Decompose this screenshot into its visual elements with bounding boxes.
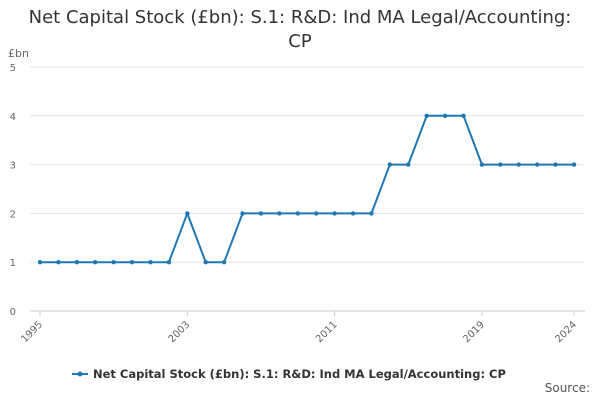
data-point[interactable] [74, 260, 80, 265]
x-tick-label: 2003 [167, 319, 193, 345]
data-point[interactable] [56, 260, 61, 265]
data-point[interactable] [442, 113, 448, 119]
data-point[interactable] [111, 260, 116, 265]
legend-marker [77, 371, 83, 377]
x-tick-label: 1995 [19, 319, 45, 345]
y-tick-label: 2 [10, 209, 16, 220]
data-point[interactable] [277, 211, 282, 216]
data-point[interactable] [240, 211, 245, 216]
chart-title-line-1: Net Capital Stock (£bn): S.1: R&D: Ind M… [28, 7, 572, 28]
data-point[interactable] [424, 113, 429, 119]
source-label: Source: [544, 381, 590, 395]
y-axis-label: £bn [8, 47, 29, 60]
x-tick-label: 2011 [314, 319, 340, 345]
data-point[interactable] [221, 260, 227, 265]
data-point[interactable] [258, 211, 264, 216]
data-point[interactable] [516, 162, 521, 167]
data-point[interactable] [314, 211, 319, 216]
data-point[interactable] [148, 260, 153, 265]
data-point[interactable] [295, 211, 300, 216]
chart-title-line-2: CP [288, 31, 312, 52]
x-tick-label: 2024 [553, 319, 579, 345]
data-point[interactable] [93, 260, 98, 265]
x-tick-label: 2019 [461, 319, 487, 345]
data-point[interactable] [185, 211, 190, 216]
data-point[interactable] [166, 260, 172, 265]
data-point[interactable] [479, 162, 485, 167]
legend-label[interactable]: Net Capital Stock (£bn): S.1: R&D: Ind M… [93, 367, 506, 381]
y-tick-label: 4 [10, 112, 16, 123]
data-point[interactable] [369, 211, 374, 216]
data-point[interactable] [37, 260, 43, 265]
data-point[interactable] [571, 162, 577, 167]
data-point[interactable] [406, 162, 411, 167]
y-tick-label: 1 [10, 258, 16, 269]
y-tick-label: 0 [10, 307, 16, 318]
data-point[interactable] [129, 260, 135, 265]
data-point[interactable] [203, 260, 208, 265]
data-point[interactable] [461, 113, 466, 119]
data-point[interactable] [534, 162, 540, 167]
series-line [40, 114, 574, 264]
data-point[interactable] [498, 162, 503, 167]
chart-title: Net Capital Stock (£bn): S.1: R&D: Ind M… [0, 6, 600, 54]
data-point[interactable] [553, 162, 558, 167]
data-point[interactable] [332, 211, 337, 216]
data-point[interactable] [387, 162, 393, 167]
y-tick-label: 3 [10, 161, 16, 172]
data-point[interactable] [350, 211, 356, 216]
y-tick-label: 5 [10, 63, 16, 74]
